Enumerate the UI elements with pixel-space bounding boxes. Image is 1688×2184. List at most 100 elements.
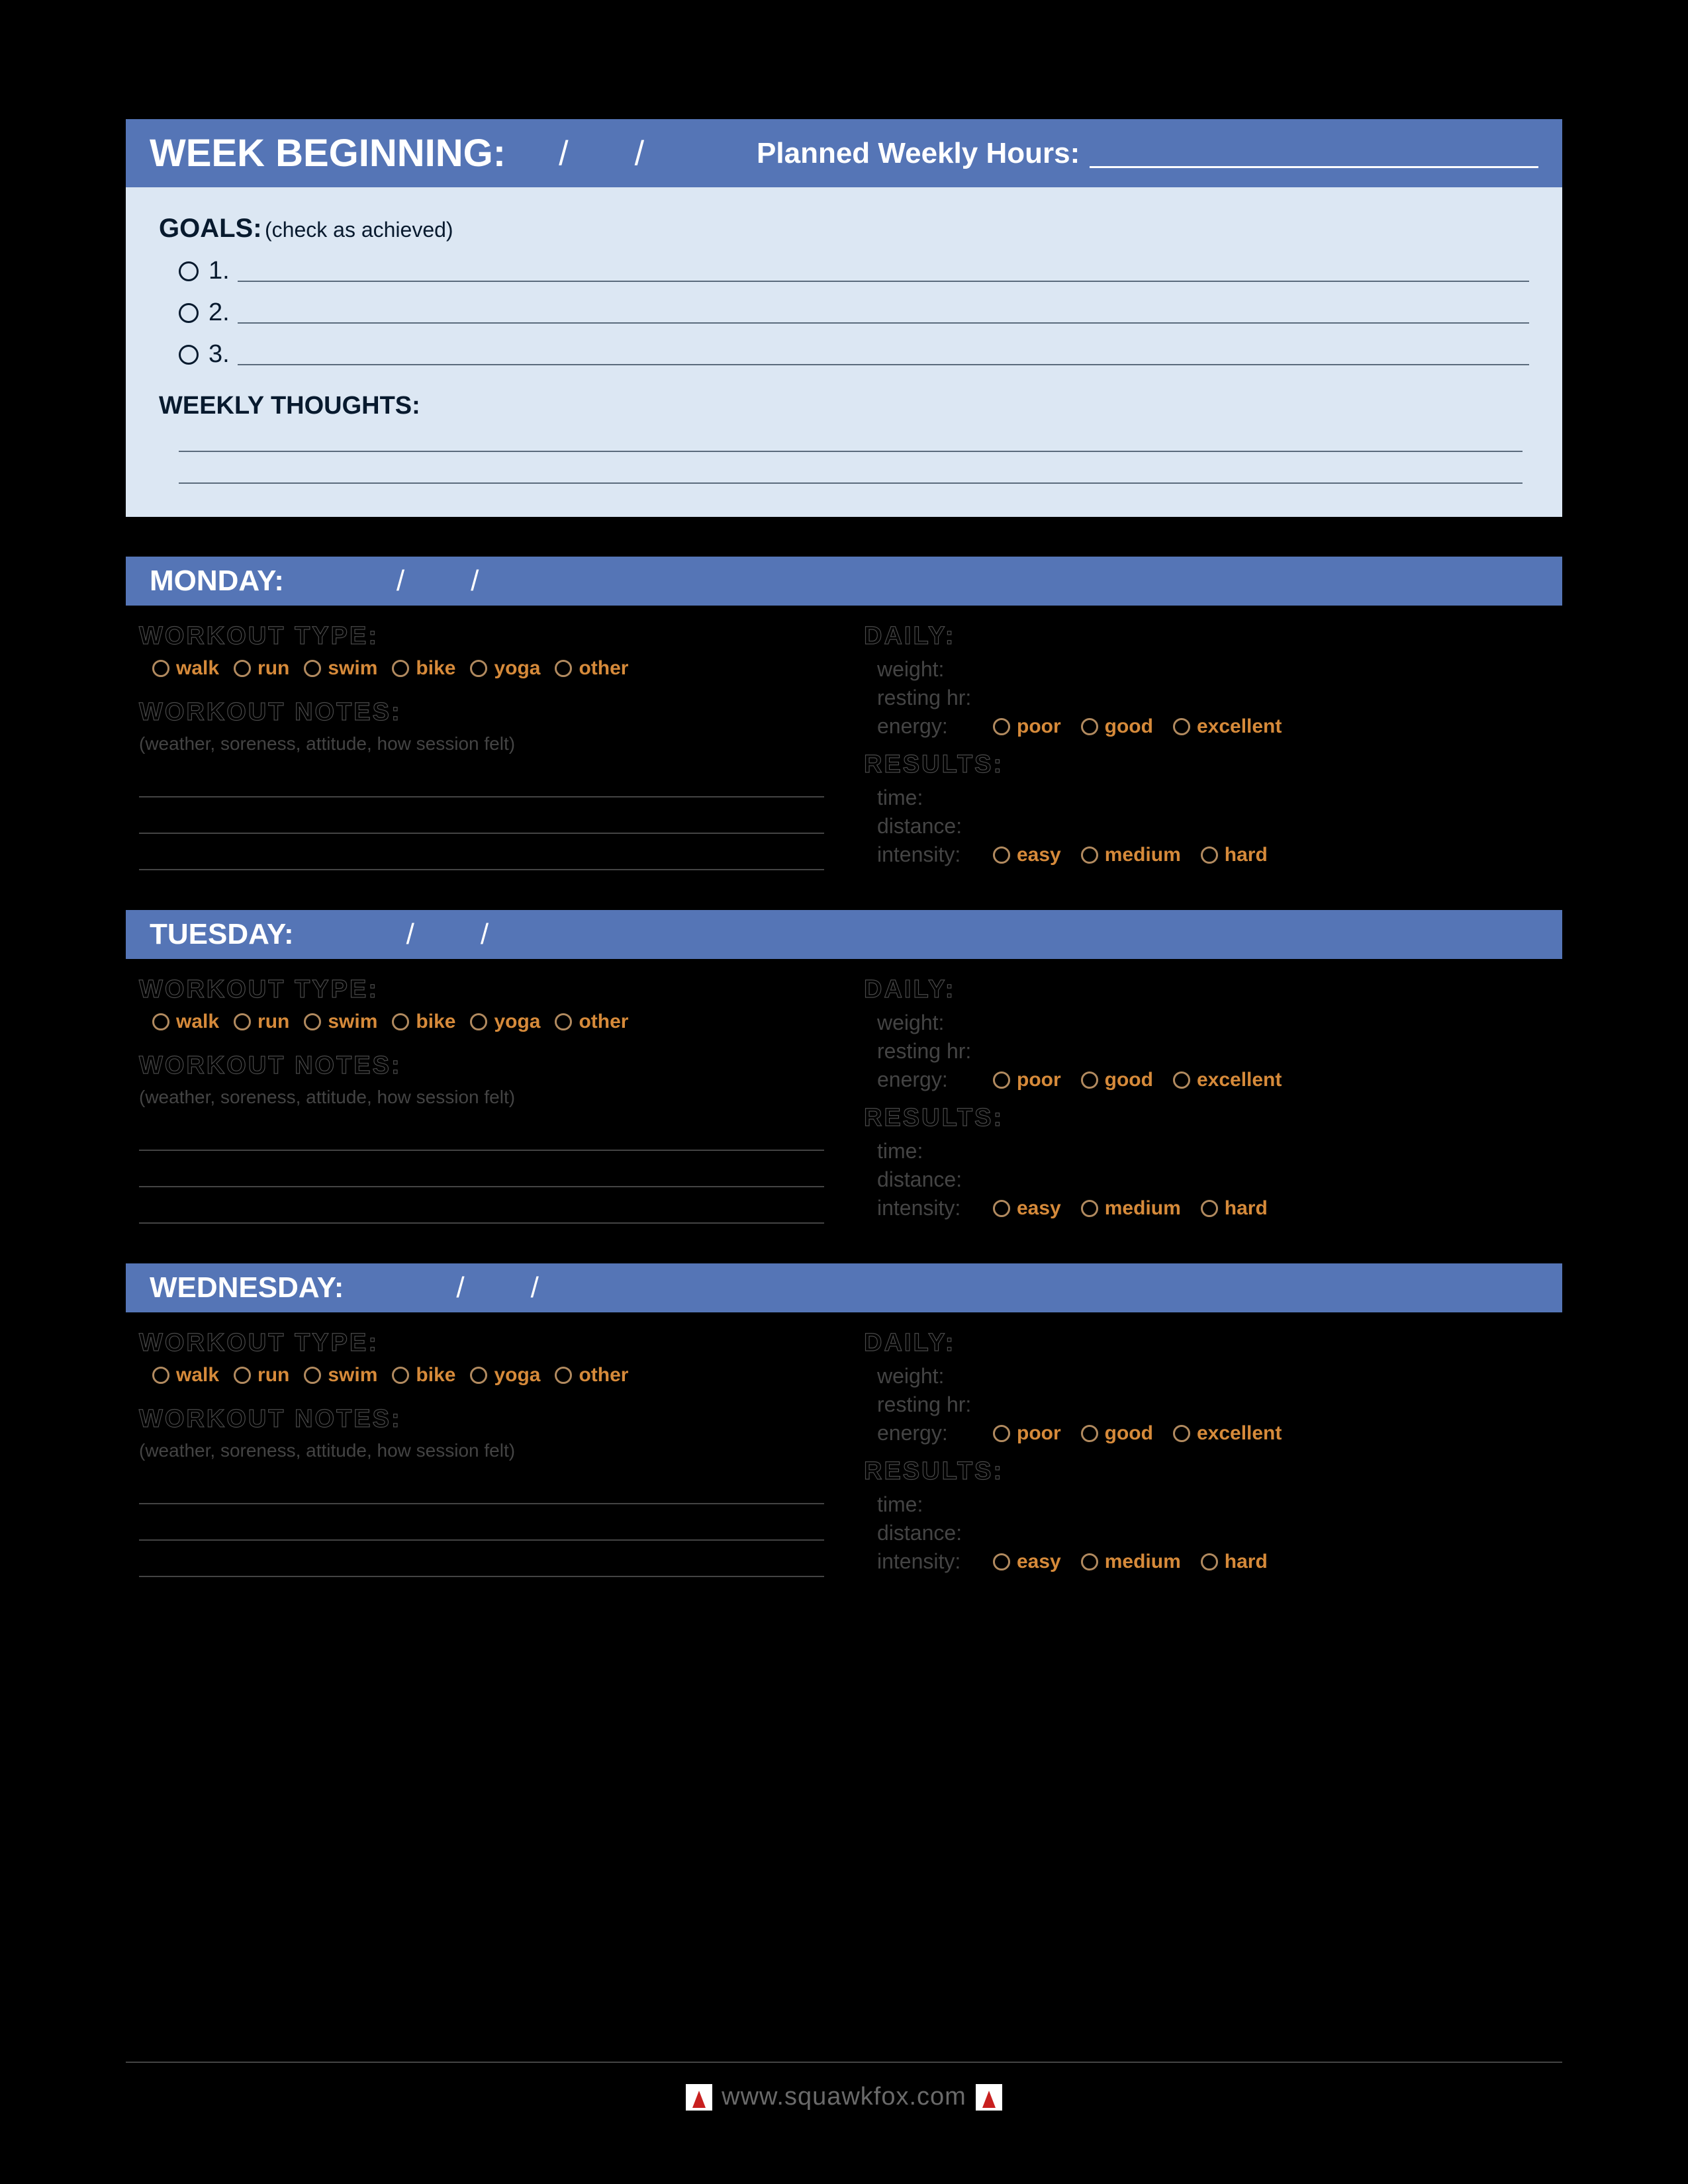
goal-number: 2. xyxy=(209,298,230,327)
date-separator: / xyxy=(559,134,568,173)
goals-heading: GOALS: (check as achieved) xyxy=(159,214,1529,244)
energy-option-excellent[interactable]: excellent xyxy=(1173,1069,1282,1091)
workout-type-option-bike[interactable]: bike xyxy=(392,657,455,680)
option-label: walk xyxy=(176,1364,219,1387)
workout-type-option-yoga[interactable]: yoga xyxy=(470,1364,540,1387)
radio-icon xyxy=(304,1013,321,1030)
goal-line: 1. xyxy=(159,257,1529,285)
workout-type-option-run[interactable]: run xyxy=(234,1011,289,1033)
notes-input-line[interactable] xyxy=(139,1504,824,1541)
energy-label: energy: xyxy=(877,1068,993,1092)
intensity-option-hard[interactable]: hard xyxy=(1201,1551,1268,1573)
day-right-column: DAILY:weight:resting hr:energy:poorgoode… xyxy=(851,622,1549,870)
energy-option-excellent[interactable]: excellent xyxy=(1173,1422,1282,1445)
option-label: excellent xyxy=(1197,1422,1282,1445)
date-separator: / xyxy=(456,1271,464,1304)
radio-icon xyxy=(1201,1200,1218,1217)
energy-option-poor[interactable]: poor xyxy=(993,1069,1061,1091)
radio-icon xyxy=(1081,1071,1098,1089)
workout-type-label: WORKOUT TYPE: xyxy=(139,976,824,1004)
goal-checkbox[interactable] xyxy=(179,303,199,323)
intensity-option-hard[interactable]: hard xyxy=(1201,844,1268,866)
option-label: medium xyxy=(1105,844,1181,866)
notes-input-line[interactable] xyxy=(139,1151,824,1187)
workout-type-option-walk[interactable]: walk xyxy=(152,657,219,680)
thoughts-input-line[interactable] xyxy=(179,452,1523,484)
workout-type-option-yoga[interactable]: yoga xyxy=(470,1011,540,1033)
workout-notes-hint: (weather, soreness, attitude, how sessio… xyxy=(139,1087,824,1108)
notes-input-line[interactable] xyxy=(139,761,824,797)
intensity-label: intensity: xyxy=(877,1196,993,1220)
workout-type-option-swim[interactable]: swim xyxy=(304,1011,377,1033)
option-label: run xyxy=(258,1011,289,1033)
intensity-option-medium[interactable]: medium xyxy=(1081,1197,1181,1220)
notes-input-line[interactable] xyxy=(139,1541,824,1577)
radio-icon xyxy=(470,1013,487,1030)
energy-option-good[interactable]: good xyxy=(1081,1422,1153,1445)
energy-option-good[interactable]: good xyxy=(1081,715,1153,738)
intensity-label: intensity: xyxy=(877,1549,993,1574)
energy-option-poor[interactable]: poor xyxy=(993,1422,1061,1445)
workout-notes-label: WORKOUT NOTES: xyxy=(139,698,824,727)
workout-type-option-run[interactable]: run xyxy=(234,657,289,680)
workout-type-option-other[interactable]: other xyxy=(555,1364,628,1387)
goal-input-line[interactable] xyxy=(238,302,1529,324)
option-label: good xyxy=(1105,715,1153,738)
radio-icon xyxy=(470,660,487,677)
resting-hr-label: resting hr: xyxy=(864,686,1549,710)
workout-type-option-walk[interactable]: walk xyxy=(152,1011,219,1033)
energy-option-poor[interactable]: poor xyxy=(993,715,1061,738)
workout-type-option-run[interactable]: run xyxy=(234,1364,289,1387)
radio-icon xyxy=(993,1071,1010,1089)
intensity-option-medium[interactable]: medium xyxy=(1081,1551,1181,1573)
energy-label: energy: xyxy=(877,1421,993,1445)
intensity-option-medium[interactable]: medium xyxy=(1081,844,1181,866)
radio-icon xyxy=(152,660,169,677)
workout-type-option-swim[interactable]: swim xyxy=(304,657,377,680)
radio-icon xyxy=(555,1013,572,1030)
notes-input-line[interactable] xyxy=(139,834,824,870)
option-label: swim xyxy=(328,657,377,680)
intensity-option-hard[interactable]: hard xyxy=(1201,1197,1268,1220)
goal-input-line[interactable] xyxy=(238,261,1529,282)
workout-notes-label: WORKOUT NOTES: xyxy=(139,1052,824,1080)
notes-input-line[interactable] xyxy=(139,1187,824,1224)
day-header-bar: WEDNESDAY:// xyxy=(126,1263,1562,1312)
option-label: bike xyxy=(416,1011,455,1033)
workout-type-option-bike[interactable]: bike xyxy=(392,1011,455,1033)
goal-checkbox[interactable] xyxy=(179,345,199,365)
intensity-option-easy[interactable]: easy xyxy=(993,844,1061,866)
energy-option-excellent[interactable]: excellent xyxy=(1173,715,1282,738)
notes-input-line[interactable] xyxy=(139,1115,824,1151)
thoughts-input-line[interactable] xyxy=(179,420,1523,452)
radio-icon xyxy=(234,1367,251,1384)
option-label: walk xyxy=(176,657,219,680)
goal-input-line[interactable] xyxy=(238,344,1529,365)
intensity-option-easy[interactable]: easy xyxy=(993,1197,1061,1220)
workout-type-option-other[interactable]: other xyxy=(555,657,628,680)
goal-line: 2. xyxy=(159,298,1529,327)
workout-type-option-swim[interactable]: swim xyxy=(304,1364,377,1387)
workout-type-option-walk[interactable]: walk xyxy=(152,1364,219,1387)
workout-type-option-bike[interactable]: bike xyxy=(392,1364,455,1387)
goal-checkbox[interactable] xyxy=(179,261,199,281)
date-separator: / xyxy=(471,565,479,598)
daily-label: DAILY: xyxy=(864,976,1549,1004)
energy-option-good[interactable]: good xyxy=(1081,1069,1153,1091)
radio-icon xyxy=(1081,1425,1098,1442)
goal-number: 3. xyxy=(209,340,230,369)
time-label: time: xyxy=(864,1492,1549,1517)
option-label: hard xyxy=(1225,1551,1268,1573)
goals-title: GOALS: xyxy=(159,214,262,243)
notes-input-line[interactable] xyxy=(139,797,824,834)
planned-hours-field[interactable] xyxy=(1090,139,1538,168)
results-label: RESULTS: xyxy=(864,1104,1549,1132)
goals-hint: (check as achieved) xyxy=(265,218,453,242)
intensity-option-easy[interactable]: easy xyxy=(993,1551,1061,1573)
workout-type-option-other[interactable]: other xyxy=(555,1011,628,1033)
radio-icon xyxy=(555,1367,572,1384)
radio-icon xyxy=(392,1367,409,1384)
notes-input-line[interactable] xyxy=(139,1468,824,1504)
workout-type-options: walkrun swim bike yoga other xyxy=(139,657,824,680)
workout-type-option-yoga[interactable]: yoga xyxy=(470,657,540,680)
